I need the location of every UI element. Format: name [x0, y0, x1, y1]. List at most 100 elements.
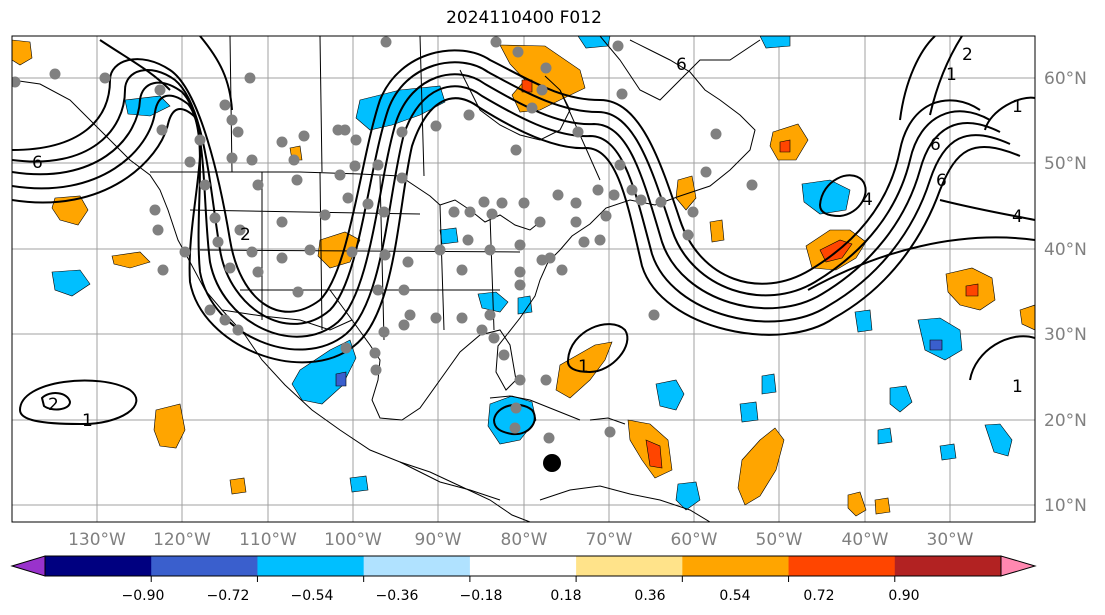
lat-label: 50°N — [1044, 154, 1087, 174]
lon-label: 130°W — [68, 530, 126, 550]
colorbar-segment — [788, 556, 896, 576]
station-marker — [298, 130, 310, 142]
station-marker — [540, 62, 552, 74]
station-marker — [540, 374, 552, 386]
contour-line — [807, 236, 1035, 291]
map-border — [11, 35, 1036, 523]
colorbar-segment — [363, 556, 471, 576]
fill-orange-4 — [317, 231, 361, 269]
fill-blue-9 — [655, 379, 685, 411]
fill-blue-14 — [761, 373, 777, 395]
contour-label: 6 — [676, 55, 687, 75]
station-marker — [396, 126, 408, 138]
fill-blue-22 — [939, 443, 957, 461]
contour-label: 1 — [578, 357, 589, 377]
station-marker — [514, 279, 526, 291]
contour-line — [818, 174, 867, 218]
us-canada-border — [150, 171, 441, 206]
contour-label: 4 — [862, 190, 873, 210]
station-marker — [209, 212, 221, 224]
fill-orange-18 — [874, 497, 891, 515]
station-marker — [462, 234, 474, 246]
contour-label: 4 — [1012, 207, 1023, 227]
colorbar-tick-label: 0.18 — [550, 588, 581, 604]
lat-label: 30°N — [1044, 325, 1087, 345]
station-marker — [448, 206, 460, 218]
station-marker — [276, 136, 288, 148]
fill-orange-13 — [675, 175, 697, 211]
station-marker — [378, 206, 390, 218]
colorbar-segment — [257, 556, 365, 576]
colorbar-tick-label: −0.36 — [376, 588, 419, 604]
station-marker — [404, 309, 416, 321]
station-marker — [514, 374, 526, 386]
station-marker — [612, 40, 624, 52]
colorbar-tick-label: 0.90 — [888, 588, 919, 604]
fill-orange-16 — [229, 477, 247, 495]
station-marker — [543, 432, 555, 444]
contour-line — [12, 73, 1001, 338]
station-marker — [276, 252, 288, 264]
station-marker — [370, 364, 382, 376]
fill-red-3 — [965, 283, 979, 297]
station-marker — [199, 179, 211, 191]
station-marker — [434, 244, 446, 256]
colorbar-extend-high — [1000, 555, 1037, 577]
station-marker — [687, 206, 699, 218]
colorbar-tick-label: −0.54 — [291, 588, 334, 604]
station-marker — [552, 189, 564, 201]
station-marker — [232, 324, 244, 336]
lon-label: 90°W — [415, 530, 462, 550]
contour-label: 1 — [1012, 97, 1023, 117]
fill-orange-17 — [709, 219, 725, 243]
contour-line — [12, 61, 991, 325]
station-marker — [378, 326, 390, 338]
station-marker — [488, 332, 500, 344]
station-marker — [184, 156, 196, 168]
lon-label: 30°W — [927, 530, 974, 550]
fill-blue-8 — [917, 317, 963, 361]
station-marker — [648, 309, 660, 321]
atlantic-coastline — [559, 39, 756, 251]
colorbar-segments — [44, 555, 1002, 577]
contour-label: 2 — [240, 225, 251, 245]
station-marker — [154, 84, 166, 96]
station-marker — [430, 120, 442, 132]
fill-orange-1 — [12, 39, 33, 66]
station-marker — [682, 229, 694, 241]
contour-line — [12, 85, 1011, 351]
station-marker — [49, 68, 61, 80]
contour-line — [492, 403, 536, 436]
fill-orange-14 — [847, 491, 867, 517]
station-marker — [544, 252, 556, 264]
fill-blue-10 — [889, 385, 913, 413]
station-marker — [456, 312, 468, 324]
station-marker — [614, 159, 626, 171]
station-marker — [319, 209, 331, 221]
colorbar-segment — [682, 556, 790, 576]
latitude-labels: 10°N 20°N 30°N 40°N 50°N 60°N — [1044, 69, 1087, 516]
lon-label: 70°W — [586, 530, 633, 550]
contour-label: 6 — [930, 135, 941, 155]
station-marker — [219, 99, 231, 111]
fill-blue-18 — [439, 227, 459, 245]
station-marker — [746, 179, 758, 191]
contour-lines — [12, 36, 1035, 436]
station-marker — [372, 159, 384, 171]
lat-label: 60°N — [1044, 69, 1087, 89]
station-marker — [490, 36, 502, 48]
station-marker — [536, 84, 548, 96]
hispaniola — [589, 417, 626, 425]
station-marker — [398, 284, 410, 296]
station-marker — [157, 264, 169, 276]
fill-darkblue-2 — [929, 339, 943, 351]
station-marker — [334, 169, 346, 181]
contour-line — [99, 39, 171, 91]
station-marker — [604, 426, 616, 438]
fill-blue-15 — [854, 309, 873, 333]
fill-blue-11 — [675, 481, 701, 511]
station-marker — [570, 197, 582, 209]
station-marker — [509, 422, 521, 434]
station-marker — [346, 246, 358, 258]
